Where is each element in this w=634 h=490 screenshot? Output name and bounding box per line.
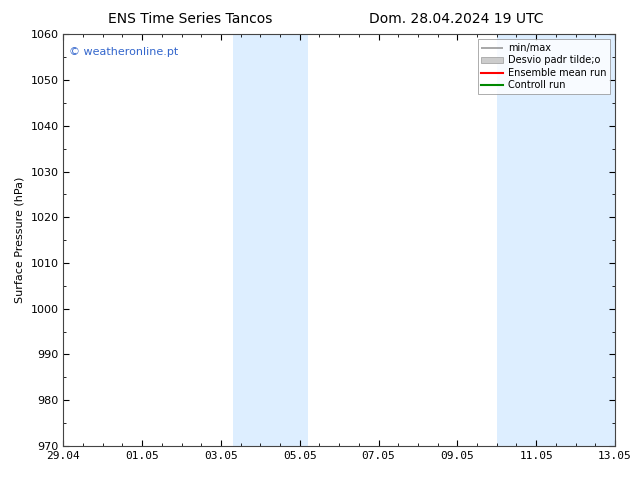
Text: © weatheronline.pt: © weatheronline.pt bbox=[69, 47, 178, 57]
Bar bbox=[497, 34, 615, 446]
Text: ENS Time Series Tancos: ENS Time Series Tancos bbox=[108, 12, 273, 26]
Legend: min/max, Desvio padr tilde;o, Ensemble mean run, Controll run: min/max, Desvio padr tilde;o, Ensemble m… bbox=[477, 39, 610, 94]
Bar bbox=[233, 34, 307, 446]
Y-axis label: Surface Pressure (hPa): Surface Pressure (hPa) bbox=[15, 177, 25, 303]
Text: Dom. 28.04.2024 19 UTC: Dom. 28.04.2024 19 UTC bbox=[369, 12, 544, 26]
